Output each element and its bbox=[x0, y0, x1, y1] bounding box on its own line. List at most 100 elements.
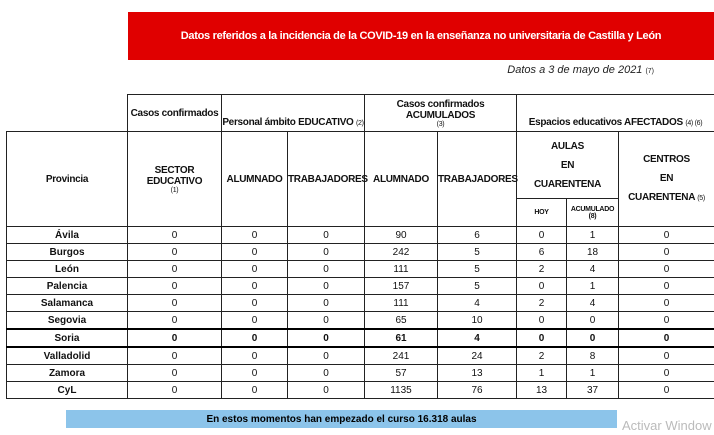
value-cell: 37 bbox=[566, 381, 619, 399]
province-cell: Zamora bbox=[6, 364, 128, 382]
value-cell: 0 bbox=[287, 277, 365, 295]
value-cell: 0 bbox=[287, 346, 365, 365]
value-cell: 0 bbox=[127, 311, 222, 330]
empty-corner bbox=[6, 94, 128, 132]
value-cell: 57 bbox=[364, 364, 438, 382]
value-cell: 0 bbox=[127, 328, 222, 348]
value-cell: 1 bbox=[566, 277, 619, 295]
value-cell: 1135 bbox=[364, 381, 438, 399]
value-cell: 1 bbox=[566, 364, 619, 382]
header-aulas: AULAS EN CUARENTENA bbox=[516, 131, 619, 199]
value-cell: 2 bbox=[516, 346, 567, 365]
value-cell: 0 bbox=[618, 346, 714, 365]
province-cell: Segovia bbox=[6, 311, 128, 330]
value-cell: 0 bbox=[221, 311, 288, 330]
header-trabajadores: TRABAJADORES bbox=[287, 131, 368, 227]
value-cell: 0 bbox=[221, 328, 288, 348]
value-cell: 0 bbox=[127, 294, 222, 312]
value-cell: 0 bbox=[516, 328, 567, 348]
table-row: Burgos 0 0 0 242 5 6 18 0 bbox=[6, 243, 714, 261]
value-cell: 0 bbox=[221, 346, 288, 365]
province-cell: Burgos bbox=[6, 243, 128, 261]
value-cell: 1 bbox=[516, 364, 567, 382]
activation-watermark: Activar Window bbox=[622, 418, 712, 433]
province-cell: León bbox=[6, 260, 128, 278]
value-cell: 0 bbox=[127, 226, 222, 244]
value-cell: 2 bbox=[516, 294, 567, 312]
value-cell: 65 bbox=[364, 311, 438, 330]
value-cell: 0 bbox=[221, 243, 288, 261]
value-cell: 24 bbox=[437, 346, 517, 365]
covid-education-table: Casos confirmados Personal ámbito EDUCAT… bbox=[6, 94, 714, 399]
value-cell: 2 bbox=[516, 260, 567, 278]
footer-banner: En estos momentos han empezado el curso … bbox=[66, 410, 617, 428]
table-row: Palencia 0 0 0 157 5 0 1 0 bbox=[6, 277, 714, 295]
table-row: CyL 0 0 0 1135 76 13 37 0 bbox=[6, 381, 714, 399]
value-cell: 0 bbox=[127, 381, 222, 399]
value-cell: 0 bbox=[287, 328, 365, 348]
value-cell: 0 bbox=[618, 260, 714, 278]
value-cell: 0 bbox=[287, 226, 365, 244]
value-cell: 0 bbox=[618, 381, 714, 399]
value-cell: 0 bbox=[287, 381, 365, 399]
value-cell: 13 bbox=[516, 381, 567, 399]
header-alumnado-acum: ALUMNADO bbox=[364, 131, 438, 227]
header-casos-confirmados: Casos confirmados bbox=[127, 94, 222, 132]
value-cell: 4 bbox=[566, 260, 619, 278]
table-row: Zamora 0 0 0 57 13 1 1 0 bbox=[6, 364, 714, 382]
province-cell: Soria bbox=[6, 328, 128, 348]
value-cell: 61 bbox=[364, 328, 438, 348]
province-cell: Valladolid bbox=[6, 346, 128, 365]
table-row: Segovia 0 0 0 65 10 0 0 0 bbox=[6, 311, 714, 330]
value-cell: 4 bbox=[566, 294, 619, 312]
header-trabajadores-acum: TRABAJADORES bbox=[437, 131, 518, 227]
table-row: León 0 0 0 111 5 2 4 0 bbox=[6, 260, 714, 278]
date-note: Datos a 3 de mayo de 2021 (7) bbox=[507, 64, 654, 76]
value-cell: 0 bbox=[287, 294, 365, 312]
date-ref: (7) bbox=[645, 68, 654, 75]
value-cell: 0 bbox=[618, 328, 714, 348]
value-cell: 0 bbox=[516, 277, 567, 295]
header-acumulado: ACUMULADO (8) bbox=[566, 198, 619, 227]
value-cell: 5 bbox=[437, 260, 517, 278]
value-cell: 0 bbox=[127, 277, 222, 295]
table-row: Salamanca 0 0 0 111 4 2 4 0 bbox=[6, 294, 714, 312]
header-sector: SECTOR EDUCATIVO (1) bbox=[127, 131, 222, 227]
value-cell: 5 bbox=[437, 243, 517, 261]
report-title-banner: Datos referidos a la incidencia de la CO… bbox=[128, 12, 714, 60]
value-cell: 0 bbox=[221, 260, 288, 278]
value-cell: 18 bbox=[566, 243, 619, 261]
value-cell: 0 bbox=[618, 226, 714, 244]
value-cell: 0 bbox=[221, 226, 288, 244]
header-provincia: Provincia bbox=[6, 131, 128, 227]
header-personal: Personal ámbito EDUCATIVO (2) bbox=[221, 94, 365, 132]
value-cell: 90 bbox=[364, 226, 438, 244]
value-cell: 0 bbox=[221, 364, 288, 382]
header-hoy: HOY bbox=[516, 198, 567, 227]
value-cell: 0 bbox=[516, 226, 567, 244]
value-cell: 0 bbox=[287, 260, 365, 278]
value-cell: 157 bbox=[364, 277, 438, 295]
value-cell: 5 bbox=[437, 277, 517, 295]
value-cell: 242 bbox=[364, 243, 438, 261]
value-cell: 6 bbox=[437, 226, 517, 244]
value-cell: 0 bbox=[516, 311, 567, 330]
value-cell: 0 bbox=[127, 346, 222, 365]
province-cell: CyL bbox=[6, 381, 128, 399]
value-cell: 4 bbox=[437, 294, 517, 312]
value-cell: 0 bbox=[618, 294, 714, 312]
province-cell: Ávila bbox=[6, 226, 128, 244]
value-cell: 0 bbox=[618, 364, 714, 382]
value-cell: 0 bbox=[127, 243, 222, 261]
value-cell: 0 bbox=[618, 243, 714, 261]
header-acumulados: Casos confirmados ACUMULADOS (3) bbox=[364, 94, 517, 132]
value-cell: 6 bbox=[516, 243, 567, 261]
value-cell: 0 bbox=[287, 311, 365, 330]
header-espacios: Espacios educativos AFECTADOS (4) (6) bbox=[516, 94, 714, 132]
value-cell: 241 bbox=[364, 346, 438, 365]
value-cell: 4 bbox=[437, 328, 517, 348]
value-cell: 111 bbox=[364, 294, 438, 312]
value-cell: 0 bbox=[618, 277, 714, 295]
value-cell: 0 bbox=[221, 294, 288, 312]
value-cell: 0 bbox=[221, 277, 288, 295]
